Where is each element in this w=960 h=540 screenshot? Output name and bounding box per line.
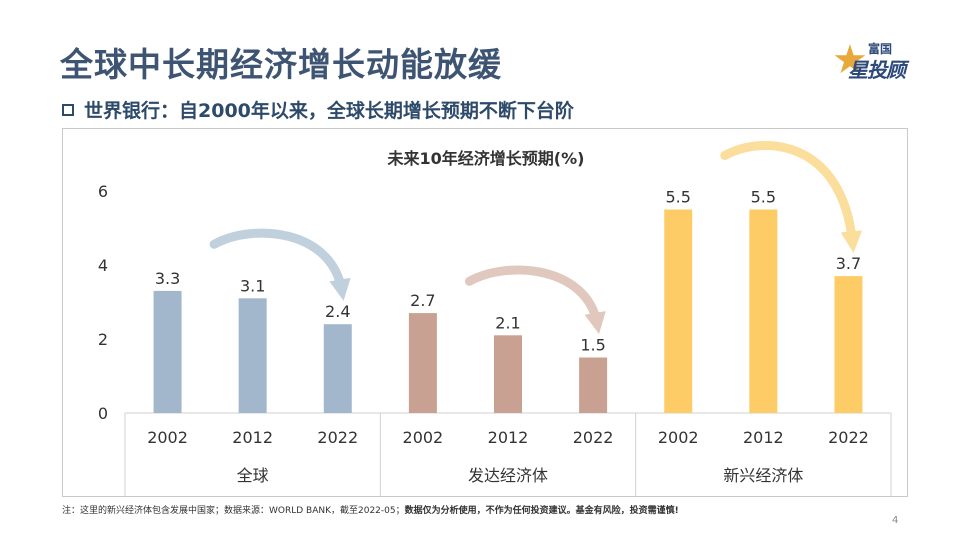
bar [408,313,437,413]
data-label: 3.7 [836,254,861,273]
category-label: 2002 [147,428,188,447]
bar [323,324,352,413]
category-label: 2002 [658,428,699,447]
subtitle-text: 世界银行：自2000年以来，全球长期增长预期不断下台阶 [84,100,574,122]
chart-title: 未来10年经济增长预期(%) [387,149,585,168]
bar-chart: 0 2 4 6 3.3 2002 3.1 2012 2.4 2022 全球 2.7 2002 2.1 201… [98,140,892,496]
data-label: 5.5 [665,188,690,207]
logo-top-text: 富国 [868,42,893,56]
brand-logo: ★ 富国 星投顾 [832,38,922,83]
y-tick-label: 4 [98,256,108,275]
category-label: 2022 [573,428,614,447]
subtitle: 世界银行：自2000年以来，全球长期增长预期不断下台阶 [62,96,574,123]
bar [579,357,608,413]
trend-arrow-icon [464,265,606,335]
footnote-disclaimer: 数据仅为分析使用，不作为任何投资建议。基金有风险，投资需谨慎! [404,506,679,516]
group-label: 发达经济体 [468,466,548,485]
group-label: 新兴经济体 [723,466,803,485]
category-label: 2022 [828,428,869,447]
star-icon: ★ [832,37,868,83]
logo-main-text: 星投顾 [848,58,906,82]
bar [834,276,863,413]
page-title: 全球中长期经济增长动能放缓 [60,45,502,84]
bar [153,290,182,413]
square-bullet-icon [62,104,74,116]
category-label: 2012 [743,428,784,447]
category-label: 2012 [488,428,529,447]
bar [238,298,267,413]
data-label: 2.4 [325,302,350,321]
trend-arrow-icon [720,140,863,253]
data-label: 5.5 [751,188,776,207]
data-label: 1.5 [580,336,605,355]
bar [749,209,778,413]
y-tick-label: 6 [98,182,108,201]
footnote: 注：这里的新兴经济体包含发展中国家；数据来源：WORLD BANK，截至2022… [62,503,679,516]
data-label: 3.3 [155,269,180,288]
data-label: 2.7 [410,291,435,310]
chart-panel: 未来10年经济增长预期(%) 0 2 4 6 3.3 2002 3.1 2012 2.4 2022… [62,128,908,497]
trend-arrow-icon [209,228,351,301]
group-label: 全球 [237,466,269,485]
footnote-source: 注：这里的新兴经济体包含发展中国家；数据来源：WORLD BANK，截至2022… [62,506,405,516]
page-number: 4 [892,515,899,526]
data-label: 3.1 [240,276,265,295]
bar [494,335,522,413]
category-label: 2002 [403,428,444,447]
bar [664,209,693,413]
category-label: 2012 [232,428,273,447]
y-tick-label: 0 [98,404,108,423]
category-label: 2022 [317,428,358,447]
y-tick-label: 2 [98,330,108,349]
data-label: 2.1 [495,313,520,332]
